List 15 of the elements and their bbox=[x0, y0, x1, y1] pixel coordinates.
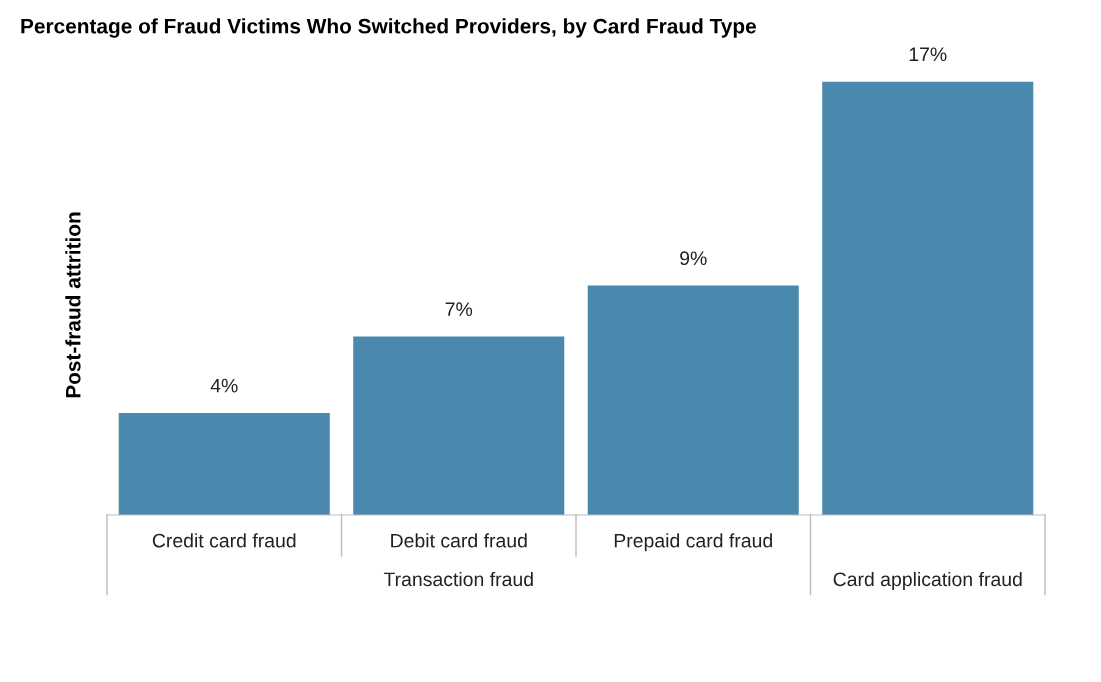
y-axis-title: Post-fraud attrition bbox=[65, 212, 81, 398]
chart-title: Percentage of Fraud Victims Who Switched Providers, by Card Fraud Type bbox=[21, 18, 756, 38]
x-tick-label: Prepaid card fraud bbox=[614, 533, 772, 552]
data-label: 9% bbox=[680, 251, 707, 266]
data-label: 4% bbox=[210, 378, 238, 393]
data-label: 17% bbox=[909, 47, 947, 62]
bar bbox=[118, 413, 330, 515]
bar bbox=[353, 336, 565, 515]
bar bbox=[822, 81, 1034, 515]
x-tick-label: Debit card fraud bbox=[391, 533, 527, 548]
text: Transaction fraud bbox=[383, 571, 533, 587]
data-label: 7% bbox=[445, 302, 473, 316]
text: Card application fraud bbox=[833, 571, 1022, 591]
x-tick-label: Credit card fraud bbox=[152, 533, 296, 548]
bar bbox=[587, 285, 799, 515]
